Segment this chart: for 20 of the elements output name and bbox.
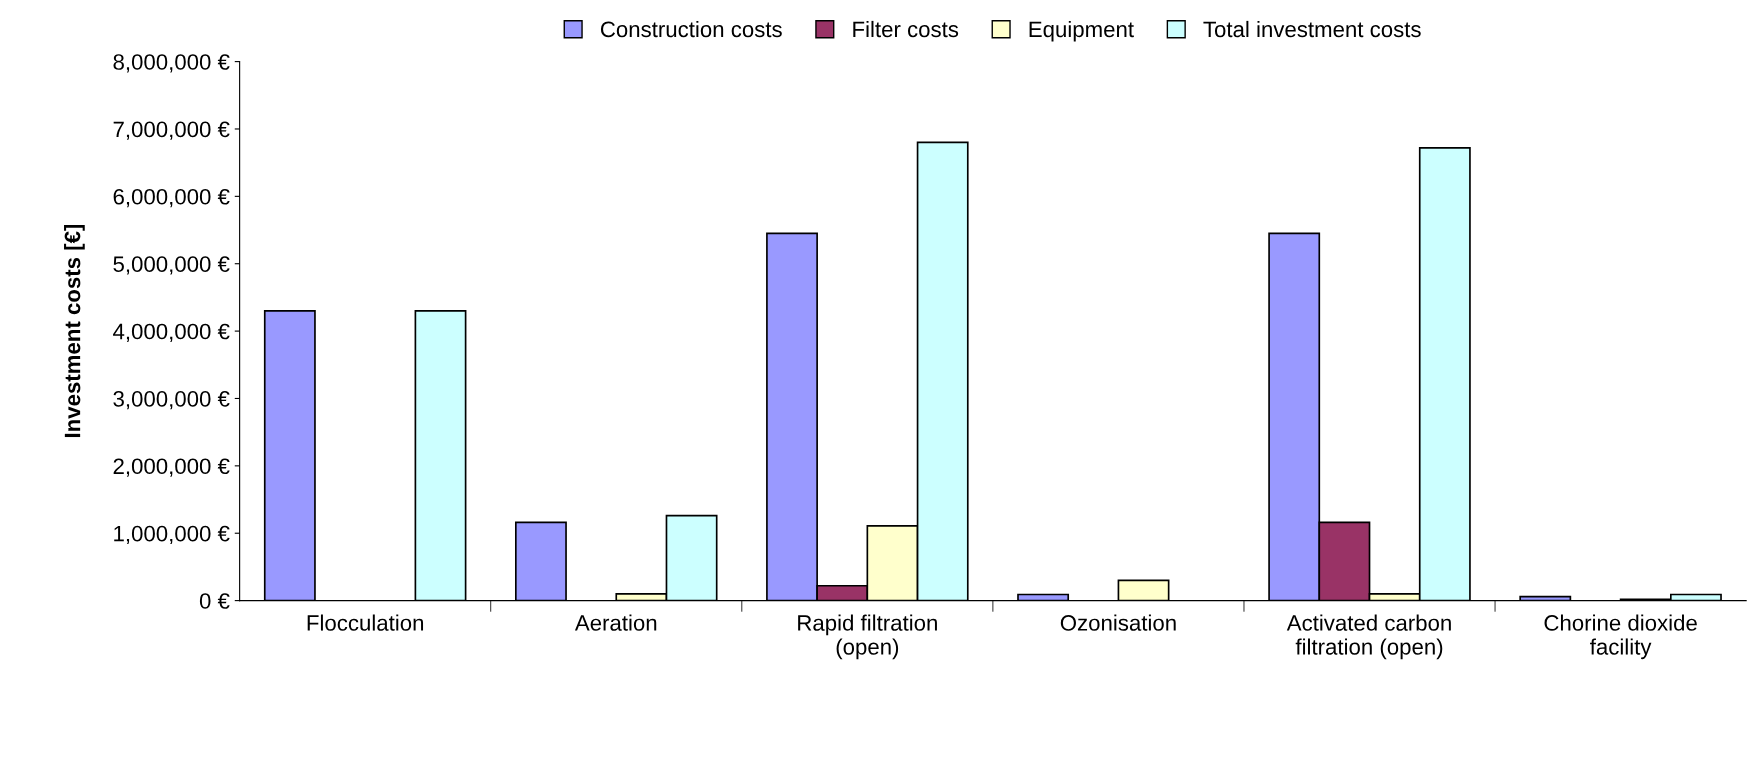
- x-tick-label: Flocculation: [307, 614, 424, 631]
- y-axis-title: Investment costs [€]: [64, 224, 85, 438]
- x-tick-label: Rapid filtration (open): [798, 614, 937, 660]
- legend-label: Total investment costs: [1203, 20, 1421, 38]
- y-tick-label: 3,000,000 €: [113, 391, 230, 410]
- x-tick-label: Aeration: [574, 614, 657, 631]
- y-tick-label: 2,000,000 €: [113, 458, 230, 477]
- x-tick-label: Activated carbon filtration (open): [1286, 614, 1451, 660]
- legend-label: Filter costs: [853, 20, 959, 38]
- y-tick-label: 1,000,000 €: [114, 525, 230, 545]
- legend-label: Construction costs: [600, 20, 782, 38]
- y-tick-label: 4,000,000 €: [113, 323, 230, 342]
- x-tick-label: Chorine dioxide facility: [1544, 614, 1697, 660]
- y-tick-label: 0 €: [199, 593, 230, 609]
- y-tick-label: 6,000,000 €: [113, 188, 230, 208]
- y-tick-label: 5,000,000 €: [113, 256, 230, 275]
- legend-label: Equipment: [1029, 20, 1134, 42]
- x-tick-label: Ozonisation: [1060, 614, 1176, 631]
- y-tick-label: 7,000,000 €: [113, 121, 230, 140]
- y-tick-label: 8,000,000 €: [113, 54, 230, 73]
